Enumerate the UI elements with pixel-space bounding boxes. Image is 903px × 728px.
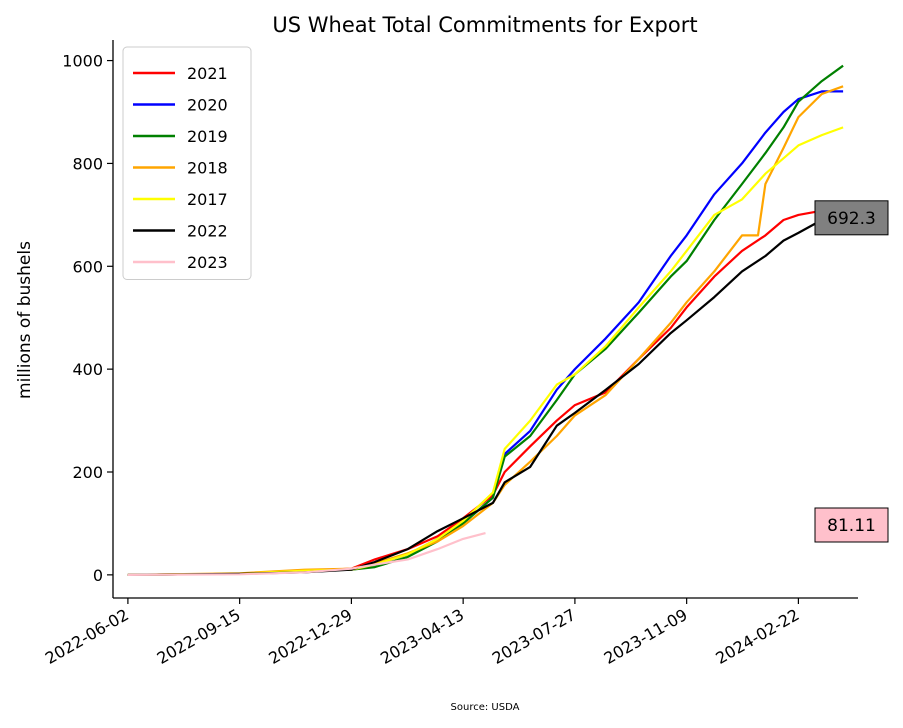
chart-title: US Wheat Total Commitments for Export <box>272 13 697 37</box>
legend-label-2020: 2020 <box>187 96 228 115</box>
legend: 2021 2020 2019 2018 2017 2022 2023 <box>122 46 252 280</box>
y-axis-label: millions of bushels <box>15 241 35 399</box>
legend-label-2022: 2022 <box>187 222 228 241</box>
y-tick-label: 0 <box>93 566 103 585</box>
series-line-2019 <box>127 64 844 576</box>
x-tick-label: 2023-11-09 <box>601 605 691 668</box>
x-tick-label: 2022-06-02 <box>42 605 132 668</box>
x-tick-label: 2023-07-27 <box>489 605 579 668</box>
y-tick-label: 200 <box>72 463 103 482</box>
y-tick-label: 600 <box>72 257 103 276</box>
end-label-box <box>814 507 889 543</box>
end-value-label: 692.3 <box>827 209 876 229</box>
y-tick-label: 400 <box>72 360 103 379</box>
source-note: Source: USDA <box>451 702 520 713</box>
x-tick-label: 2023-04-13 <box>377 605 467 668</box>
legend-label-2017: 2017 <box>187 190 228 209</box>
series-line-2021 <box>127 207 844 576</box>
y-tick-label: 800 <box>72 154 103 173</box>
series-line-2022 <box>127 217 844 576</box>
y-tick-label: 1000 <box>62 52 103 71</box>
x-axis-ticks: 2022-06-02 2022-09-15 2022-12-29 2023-04-13… <box>42 598 802 668</box>
legend-label-2023: 2023 <box>187 253 228 272</box>
legend-label-2018: 2018 <box>187 159 228 178</box>
y-axis-ticks: 0 200 400 600 800 1000 <box>62 52 113 585</box>
legend-label-2021: 2021 <box>187 64 228 83</box>
end-label-box <box>814 200 889 236</box>
end-value-labels: 692.3 81.11 <box>814 200 889 543</box>
series-lines <box>127 64 844 577</box>
end-value-label: 81.11 <box>827 516 876 536</box>
series-line-2023 <box>127 532 486 577</box>
x-tick-label: 2024-02-22 <box>712 605 802 668</box>
x-tick-label: 2022-09-15 <box>154 605 244 668</box>
x-tick-label: 2022-12-29 <box>265 605 355 668</box>
legend-label-2019: 2019 <box>187 127 228 146</box>
